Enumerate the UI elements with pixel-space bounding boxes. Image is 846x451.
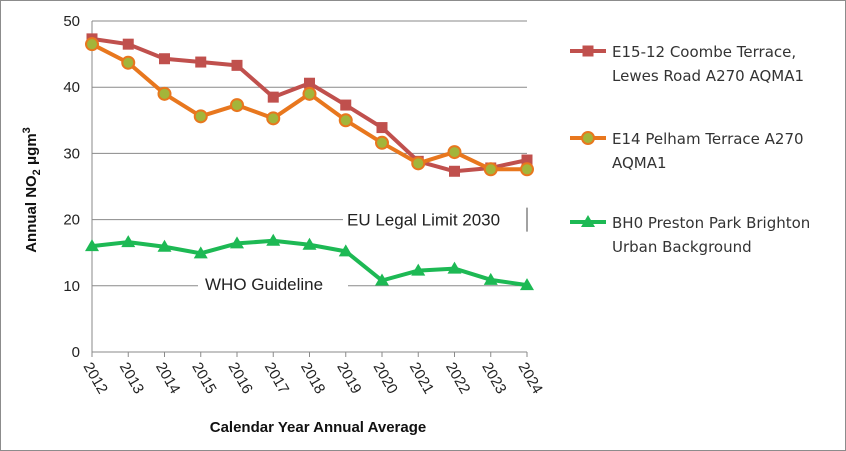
legend-swatch-marker-2 [581, 131, 595, 145]
legend-item-3: BH0 Preston Park Brighton Urban Backgroun… [570, 214, 810, 256]
series-2-point-2021 [411, 156, 426, 171]
series-2 [85, 37, 534, 177]
y-axis-label-sub: 2 [31, 169, 43, 175]
x-tick-label-2019: 2019 [333, 360, 364, 397]
series-1-line [91, 36, 528, 174]
annotation-eu-bg [343, 207, 527, 232]
series-2-point-2013 [121, 55, 136, 70]
y-tick-label-40: 40 [63, 79, 80, 96]
series-1-point-2013 [122, 38, 134, 50]
x-tick-labels: 2012 2013 2014 2015 2016 2017 2018 2019 2020 2021… [80, 360, 546, 397]
series-1-point-2018 [304, 77, 315, 89]
legend-label-2-line-2: AQMA1 [612, 154, 667, 172]
y-tick-label-0: 0 [72, 344, 80, 361]
y-axis-label-unit: μgm [23, 133, 40, 169]
series-1-point-2019 [340, 99, 352, 111]
series-1-point-2016 [231, 59, 243, 71]
series-2-point-2018 [302, 86, 317, 101]
series-1-point-2022 [449, 165, 460, 177]
series-3-point-2020 [375, 273, 389, 286]
legend-swatch-marker-3 [581, 215, 595, 227]
series-1-point-2015 [195, 56, 207, 68]
series-2-point-2020 [375, 135, 389, 150]
x-tick-label-2020: 2020 [370, 360, 401, 397]
series-3 [85, 233, 534, 291]
series-3-point-2018 [302, 237, 317, 250]
annotation-eu-legal-limit: EU Legal Limit 2030 [347, 211, 500, 230]
x-tick-label-2022: 2022 [442, 360, 473, 397]
series-2-point-2015 [193, 109, 208, 124]
series-3-point-2022 [447, 261, 462, 274]
legend-swatch-marker-1 [582, 45, 594, 57]
y-tick-label-30: 30 [63, 145, 80, 162]
series-2-point-2024 [520, 162, 534, 177]
series-1-point-2020 [376, 122, 388, 134]
x-tick-label-2014: 2014 [152, 360, 183, 397]
series-2-line [91, 42, 527, 172]
y-axis-label: Annual NO2 μgm3 [21, 127, 43, 253]
y-tick-label-50: 50 [63, 13, 80, 30]
y-tick-label-10: 10 [63, 278, 80, 295]
annotations: EU Legal Limit 2030 WHO Guideline [198, 207, 528, 296]
series-3-point-2019 [338, 244, 353, 257]
legend-item-2: E14 Pelham Terrace A270 AQMA1 [570, 130, 804, 172]
svg-text:Annual NO2 μgm3: Annual NO2 μgm3 [21, 127, 43, 253]
y-axis-label-sup: 3 [21, 127, 33, 133]
legend-label-1-line-1: E15-12 Coombe Terrace, [612, 43, 796, 61]
x-tick-label-2023: 2023 [478, 360, 509, 397]
y-tick-labels: 0 10 20 30 40 50 [63, 13, 80, 361]
series-3-point-2012 [85, 239, 99, 252]
legend-label-3-line-2: Urban Background [612, 238, 752, 256]
series-2-point-2022 [447, 145, 462, 160]
series-3-point-2015 [193, 246, 208, 259]
series-2-point-2023 [483, 162, 498, 177]
x-tick-label-2017: 2017 [261, 360, 292, 397]
series-3-point-2024 [520, 278, 534, 291]
x-tick-label-2021: 2021 [406, 360, 437, 397]
series-1-point-2014 [159, 53, 170, 65]
legend-label-1-line-2: Lewes Road A270 AQMA1 [612, 67, 804, 85]
axes [91, 21, 528, 357]
series-3-point-2014 [157, 239, 172, 252]
series-1-point-2024 [521, 154, 533, 166]
series-2-point-2012 [85, 37, 99, 52]
x-tick-label-2013: 2013 [116, 360, 147, 397]
series-1-point-2017 [267, 91, 279, 103]
series-3-point-2021 [411, 263, 426, 276]
x-tick-label-2015: 2015 [188, 360, 219, 397]
series-3-point-2017 [266, 233, 281, 246]
y-tick-label-20: 20 [63, 212, 80, 229]
x-tick-label-2012: 2012 [80, 360, 111, 397]
series-2-point-2014 [157, 86, 172, 101]
series-2-point-2019 [338, 113, 353, 128]
legend-item-1: E15-12 Coombe Terrace, Lewes Road A270 AQ… [570, 43, 804, 85]
annotation-who-bg [198, 273, 348, 296]
y-axis-label-main: Annual NO [23, 175, 40, 253]
series [85, 33, 534, 291]
series-3-point-2023 [483, 272, 498, 285]
legend-label-3-line-1: BH0 Preston Park Brighton [612, 214, 810, 232]
x-tick-label-2024: 2024 [515, 360, 546, 397]
x-tick-label-2018: 2018 [297, 360, 328, 397]
series-3-point-2013 [121, 235, 136, 248]
series-3-point-2016 [230, 236, 244, 249]
legend-label-2-line-1: E14 Pelham Terrace A270 [612, 130, 804, 148]
x-axis-label: Calendar Year Annual Average [210, 419, 426, 436]
legend: E15-12 Coombe Terrace, Lewes Road A270 AQ… [570, 43, 810, 256]
annotation-who-guideline: WHO Guideline [205, 275, 323, 294]
series-2-point-2016 [230, 98, 244, 113]
series-2-point-2017 [266, 111, 281, 126]
x-tick-label-2016: 2016 [225, 360, 256, 397]
